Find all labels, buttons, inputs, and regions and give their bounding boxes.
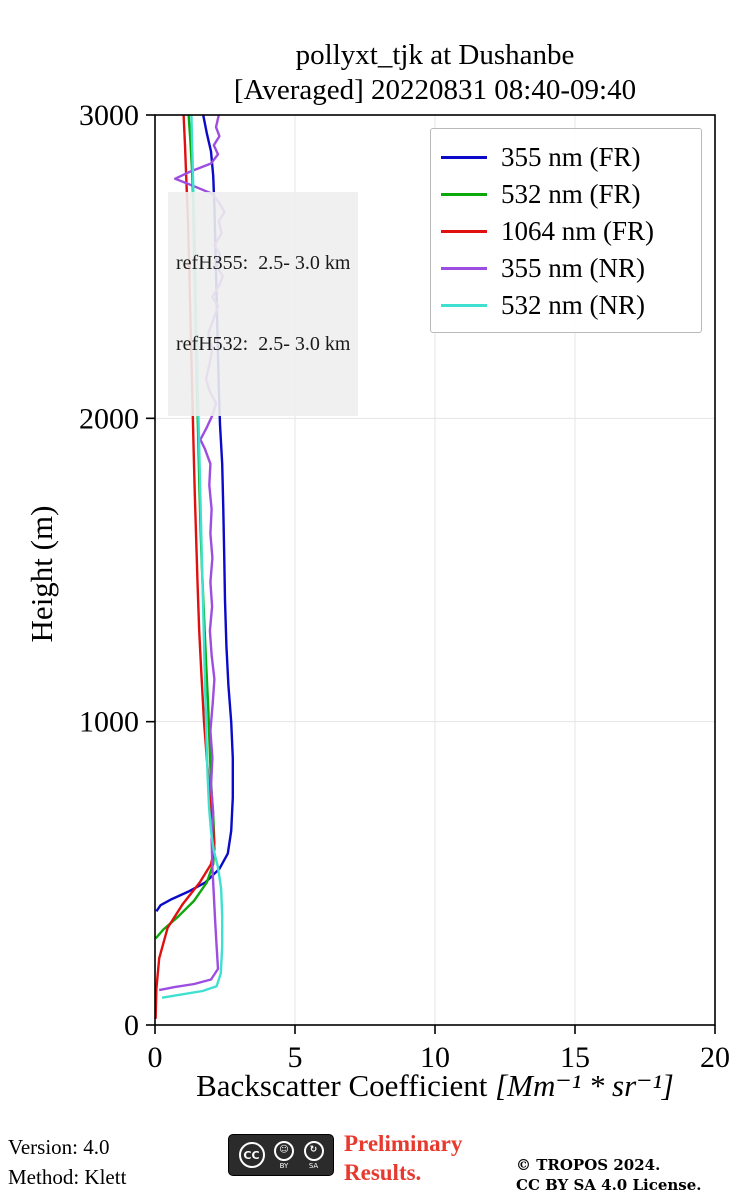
legend-item: 532 nm (FR): [441, 176, 695, 213]
legend-line-swatch: [441, 193, 487, 196]
legend-label: 355 nm (NR): [501, 253, 645, 283]
legend-item: 1064 nm (FR): [441, 213, 695, 250]
legend-line-swatch: [441, 304, 487, 307]
y-tick-label: 2000: [79, 402, 139, 435]
copyright-line1: © TROPOS 2024.: [516, 1156, 661, 1174]
y-axis-label: Height (m): [24, 505, 59, 643]
x-axis-label-text: Backscatter Coefficient: [196, 1068, 496, 1103]
legend-label: 355 nm (FR): [501, 142, 641, 172]
legend: 355 nm (FR) 532 nm (FR) 1064 nm (FR) 355 nm…: [430, 128, 702, 333]
legend-item: 355 nm (FR): [441, 139, 695, 176]
x-axis-label: Backscatter Coefficient [Mm⁻¹ * sr⁻¹]: [80, 1068, 750, 1104]
y-tick-label: 3000: [79, 99, 139, 132]
cc-by-person-icon: ☺: [274, 1140, 294, 1161]
x-tick-label: 10: [420, 1041, 450, 1074]
legend-item: 355 nm (NR): [441, 250, 695, 287]
chart-subtitle: [Averaged] 20220831 08:40-09:40: [233, 73, 637, 106]
chart-title-block: pollyxt_tjk at Dushanbe [Averaged] 20220…: [155, 38, 715, 108]
legend-line-swatch: [441, 230, 487, 233]
x-tick-label: 15: [560, 1041, 590, 1074]
cc-sa-label: SA: [308, 1161, 319, 1170]
legend-label: 532 nm (FR): [501, 179, 641, 209]
cc-by-sa-badge: CC ☺ BY ↻ SA: [228, 1134, 334, 1176]
legend-line-swatch: [441, 267, 487, 270]
y-tick-label: 1000: [79, 706, 139, 739]
reference-height-annotation: refH355: 2.5- 3.0 km refH532: 2.5- 3.0 k…: [168, 192, 359, 416]
refh355-text: refH355: 2.5- 3.0 km: [176, 252, 351, 274]
version-text: Version: 4.0: [8, 1135, 110, 1159]
copyright-line2: CC BY SA 4.0 License.: [516, 1175, 702, 1194]
x-tick-label: 20: [700, 1041, 730, 1074]
x-tick-label: 5: [288, 1041, 303, 1074]
preliminary-line1: Preliminary: [344, 1131, 463, 1156]
x-tick-label: 0: [148, 1041, 163, 1074]
refh532-text: refH532: 2.5- 3.0 km: [176, 333, 351, 355]
preliminary-results-notice: Preliminary Results.: [344, 1130, 462, 1188]
method-text: Method: Klett: [8, 1165, 127, 1190]
cc-sa-arrow-icon: ↻: [303, 1140, 324, 1161]
chart-title: pollyxt_tjk at Dushanbe: [295, 39, 575, 71]
x-axis-label-units: [Mm⁻¹ * sr⁻¹]: [495, 1068, 674, 1103]
cc-icon: CC: [238, 1142, 265, 1168]
preliminary-line2: Results.: [344, 1159, 422, 1185]
cc-by-label: BY: [279, 1161, 289, 1170]
y-tick-label: 0: [124, 1009, 139, 1042]
cc-sa-icon: ↻ SA: [303, 1140, 324, 1170]
legend-label: 532 nm (NR): [501, 290, 645, 320]
legend-item: 532 nm (NR): [441, 287, 695, 324]
copyright-notice: © TROPOS 2024. CC BY SA 4.0 License.: [516, 1156, 702, 1195]
footer-meta: Version: 4.0 Method: Klett: [8, 1132, 126, 1193]
legend-line-swatch: [441, 156, 487, 159]
legend-label: 1064 nm (FR): [501, 216, 655, 246]
cc-by-icon: ☺ BY: [274, 1140, 294, 1170]
